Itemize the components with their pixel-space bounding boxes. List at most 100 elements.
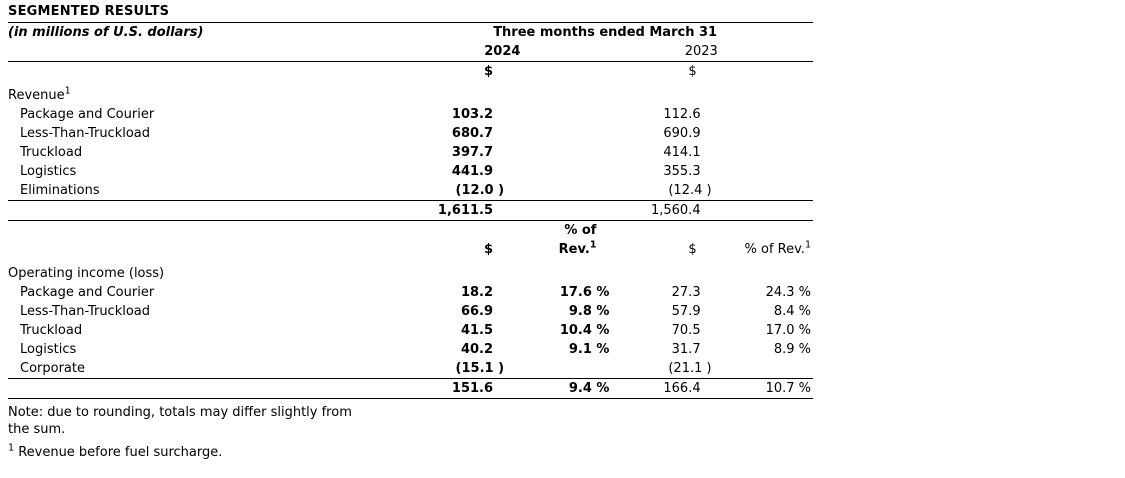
empty-cell (495, 143, 611, 162)
dollar-sign-2023: $ (688, 242, 697, 257)
empty-cell (495, 162, 611, 181)
negative-value: (12.0 ) (455, 183, 505, 198)
cell-2023-dollar: 355.3 (663, 164, 701, 179)
cell-2023-dollar: (21.1 ) (611, 359, 712, 379)
table-row: Eliminations (12.0 ) (12.4 ) (8, 181, 813, 201)
total-2023-dollar: 1,560.4 (611, 200, 703, 221)
cell-2024-pct (495, 359, 612, 379)
pct-footnote-marker: 1 (589, 239, 597, 251)
row-label: Logistics (20, 164, 77, 179)
period-header: Three months ended March 31 (493, 25, 718, 40)
footnote-marker: 1 (8, 442, 15, 454)
empty-cell (495, 181, 612, 201)
empty-cell (8, 378, 434, 399)
row-label: Truckload (20, 323, 83, 338)
empty-cell (702, 181, 813, 201)
pct-of-rev-2024-line2: Rev.1 (495, 240, 611, 259)
operating-income-total-row: 151.6 9.4 % 166.4 10.7 % (8, 378, 813, 399)
empty-cell (703, 221, 813, 241)
revenue-section-label-text: Revenue (8, 88, 65, 103)
total-2024-pct: 9.4 % (495, 378, 612, 399)
cell-2023-pct: 8.9 % (773, 342, 811, 357)
revenue-total-row: 1,611.5 1,560.4 (8, 200, 813, 221)
total-2024-dollar: 1,611.5 (433, 200, 496, 221)
revenue-footnote-marker: 1 (64, 85, 71, 97)
total-2024-dollar: 151.6 (433, 378, 496, 399)
table-row: Corporate (15.1 ) (21.1 ) (8, 359, 813, 379)
total-2023-pct: 10.7 % (702, 378, 813, 399)
row-label: Corporate (8, 359, 434, 379)
empty-cell (8, 221, 433, 241)
empty-cell (495, 105, 611, 124)
empty-cell (8, 240, 433, 259)
empty-cell (703, 162, 813, 181)
footnote-text: Revenue before fuel surcharge. (18, 445, 223, 460)
cell-2023-dollar: 31.7 (671, 342, 701, 357)
cell-2024-dollar: 680.7 (451, 126, 494, 141)
cell-2023-dollar: 112.6 (663, 107, 701, 122)
empty-cell (8, 200, 434, 221)
pct-of-rev-2023-base: % of Rev. (744, 242, 805, 257)
row-label: Less-Than-Truckload (20, 304, 151, 319)
row-label: Eliminations (8, 181, 434, 201)
table-row: Truckload 41.5 10.4 % 70.5 17.0 % (8, 321, 813, 340)
empty-cell (495, 62, 611, 82)
cell-2023-pct (702, 359, 813, 379)
empty-cell (495, 124, 611, 143)
cell-2023-dollar: 690.9 (663, 126, 701, 141)
header-dollar-row: $ $ (8, 62, 813, 82)
cell-2024-dollar: 441.9 (451, 164, 494, 179)
empty-cell (703, 105, 813, 124)
cell-2024-dollar: 18.2 (460, 285, 494, 300)
row-label: Truckload (20, 145, 83, 160)
cell-2024-dollar: 40.2 (460, 342, 494, 357)
negative-value: (12.4 ) (668, 183, 712, 198)
cell-2023-pct: 17.0 % (765, 323, 811, 338)
cell-2024-dollar: 397.7 (451, 145, 494, 160)
cell-2023-dollar: 27.3 (671, 285, 701, 300)
empty-cell (703, 62, 813, 82)
revenue-section-label: Revenue1 (8, 81, 813, 105)
dollar-sign-2023: $ (688, 64, 697, 79)
rounding-note-line-2: the sum. (8, 422, 66, 437)
units-subtitle: (in millions of U.S. dollars) (8, 25, 204, 40)
row-label: Package and Courier (20, 285, 155, 300)
cell-2024-dollar: 66.9 (460, 304, 494, 319)
empty-cell (8, 42, 434, 62)
row-label: Logistics (20, 342, 77, 357)
pct-footnote-marker: 1 (804, 239, 811, 251)
cell-2023-pct: 24.3 % (765, 285, 811, 300)
empty-cell (8, 62, 433, 82)
total-2023-dollar: 166.4 (611, 378, 703, 399)
operating-income-section-label: Operating income (loss) (8, 266, 165, 281)
rounding-note: Note: due to rounding, totals may differ… (8, 404, 1125, 438)
cell-2024-dollar: 103.2 (451, 107, 494, 122)
cell-2023-dollar: 70.5 (671, 323, 701, 338)
table-row: Package and Courier 18.2 17.6 % 27.3 24.… (8, 283, 813, 302)
rounding-note-line-1: Note: due to rounding, totals may differ… (8, 405, 352, 420)
empty-cell (611, 221, 702, 241)
cell-2024-dollar: (15.1 ) (433, 359, 504, 379)
header-years-row: 2024 2023 (8, 42, 813, 62)
cell-2024-dollar: 41.5 (460, 323, 494, 338)
table-row: Logistics 40.2 9.1 % 31.7 8.9 % (8, 340, 813, 359)
cell-2023-pct: 8.4 % (773, 304, 811, 319)
empty-cell (702, 200, 813, 221)
negative-value: (15.1 ) (455, 361, 505, 376)
empty-cell (703, 124, 813, 143)
header-pct-row-1: % of (8, 221, 813, 241)
dollar-sign-2024: $ (483, 242, 494, 257)
footnote-revenue: 1 Revenue before fuel surcharge. (8, 442, 1125, 460)
year-2023-header: 2023 (611, 42, 813, 62)
pct-of-rev-2024-base: Rev. (558, 242, 590, 257)
table-row: Package and Courier 103.2 112.6 (8, 105, 813, 124)
header-period-row: (in millions of U.S. dollars) Three mont… (8, 23, 813, 42)
cell-2024-pct: 10.4 % (559, 323, 610, 338)
empty-cell (495, 200, 612, 221)
operating-income-section-row: Operating income (loss) (8, 259, 813, 283)
header-pct-row-2: $ Rev.1 $ % of Rev.1 (8, 240, 813, 259)
empty-cell (433, 221, 495, 241)
cell-2024-dollar: (12.0 ) (433, 181, 504, 201)
table-row: Logistics 441.9 355.3 (8, 162, 813, 181)
